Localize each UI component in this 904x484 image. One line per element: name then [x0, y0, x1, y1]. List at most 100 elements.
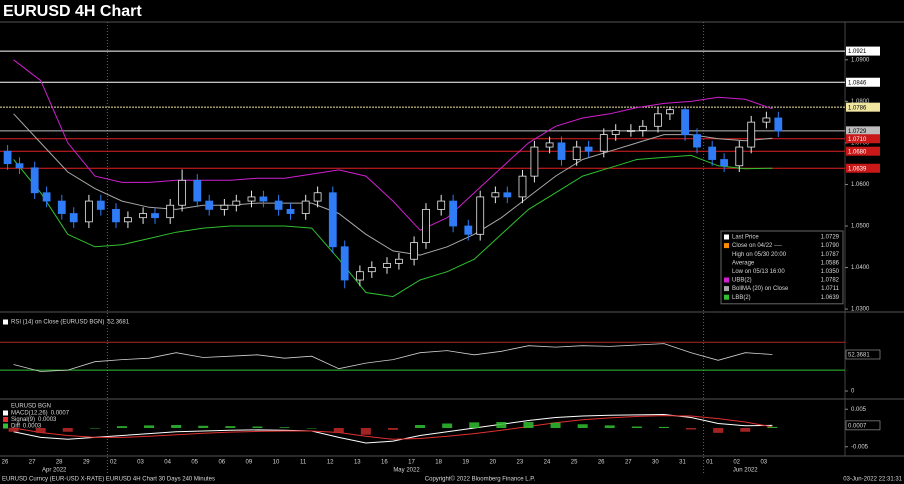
diff-bar — [469, 422, 480, 428]
x-tick-label: 10 — [273, 460, 280, 466]
candle-body — [112, 208, 120, 223]
level-label: 1.0710 — [848, 137, 867, 143]
legend-label: High on 05/30 20:00 — [732, 252, 787, 258]
x-tick-label: 24 — [544, 460, 551, 466]
level-box — [846, 46, 880, 56]
diff-bar — [577, 424, 588, 428]
x-tick-label: 31 — [679, 460, 686, 466]
legend-label: BollMA (20) on Close — [732, 286, 789, 292]
legend-swatch — [724, 277, 729, 283]
y-tick-label: 0 — [851, 389, 855, 395]
x-tick-label: 03 — [137, 460, 144, 466]
panel-label: EURUSD BGN — [11, 404, 51, 410]
diff-bar — [89, 428, 100, 429]
legend-label: UBB(2) — [732, 278, 752, 284]
legend-swatch — [724, 294, 729, 300]
candle-body — [139, 213, 147, 219]
month-label: May 2022 — [393, 468, 420, 474]
x-tick-label: 01 — [706, 460, 713, 466]
value-box — [845, 420, 881, 431]
x-tick-label: 26 — [598, 460, 605, 466]
footer-left: EURUSD Curncy (EUR-USD X-RATE) EURUSD 4H… — [2, 477, 215, 483]
legend-swatch — [724, 234, 729, 240]
x-tick-label: 18 — [435, 460, 442, 466]
legend-label: Low on 05/13 16:00 — [732, 269, 785, 275]
legend-label: Average — [732, 260, 755, 266]
diff-bar — [116, 426, 127, 428]
diff-bar — [550, 422, 561, 428]
level-label: 1.0729 — [848, 129, 867, 135]
x-tick-label: 03 — [760, 460, 767, 466]
candle-body — [151, 213, 159, 219]
x-tick-label: 26 — [2, 460, 9, 466]
candle-body — [30, 167, 39, 194]
x-tick-label: 28 — [56, 460, 63, 466]
x-tick-label: 02 — [733, 460, 740, 466]
x-tick-label: 13 — [354, 460, 361, 466]
candle-body — [611, 130, 620, 135]
level-box — [846, 163, 880, 173]
legend-label: MACD(12,26) — [11, 411, 48, 417]
legend-label: Last Price — [732, 235, 759, 241]
value-box — [845, 349, 881, 360]
candle-body — [572, 146, 581, 160]
candle-body — [313, 192, 322, 202]
candle-body — [355, 271, 364, 281]
diff-bar — [8, 428, 19, 432]
legend-swatch — [3, 423, 8, 429]
candle-body — [599, 134, 608, 152]
candle-body — [193, 179, 202, 202]
diff-bar — [415, 425, 426, 428]
candle-body — [410, 242, 418, 260]
candle-body — [464, 225, 473, 235]
candle-body — [383, 262, 391, 268]
candle-body — [693, 134, 701, 148]
y-tick-label: 1.0900 — [851, 57, 870, 63]
level-box — [846, 134, 880, 144]
candle-body — [42, 192, 51, 202]
diff-bar — [279, 427, 290, 428]
value-label: 52.3681 — [848, 353, 870, 359]
candle-body — [449, 200, 458, 227]
candle-body — [220, 204, 229, 210]
legend-value: 1.0729 — [821, 235, 840, 241]
x-tick-label: 25 — [571, 460, 578, 466]
y-tick-label: 1.0500 — [851, 224, 870, 230]
candle-body — [15, 163, 24, 169]
legend-swatch — [724, 243, 729, 249]
x-tick-label: 11 — [300, 460, 307, 466]
candle-body — [681, 109, 689, 135]
level-box — [846, 126, 880, 136]
x-tick-label: 02 — [110, 460, 117, 466]
diff-bar — [62, 428, 73, 432]
candle-body — [247, 196, 256, 202]
legend-value: 1.0350 — [821, 269, 840, 275]
candle-body — [178, 179, 187, 206]
diff-bar — [225, 426, 236, 428]
candle-body — [96, 200, 105, 210]
candle-body — [518, 175, 527, 198]
diff-bar — [442, 423, 453, 428]
diff-bar — [631, 426, 642, 428]
diff-bar — [387, 428, 398, 430]
x-tick-label: 12 — [327, 460, 334, 466]
candle-body — [491, 192, 500, 198]
candle-body — [328, 192, 337, 248]
candle-body — [476, 196, 485, 235]
legend-value: 0.0003 — [23, 424, 42, 430]
candle-body — [774, 117, 783, 132]
level-label: 1.0921 — [848, 49, 867, 55]
legend-swatch — [3, 417, 8, 422]
indicator-line — [13, 59, 773, 231]
x-tick-label: 06 — [218, 460, 225, 466]
legend-value: 0.0003 — [38, 417, 57, 423]
legend-value: 0.0007 — [51, 411, 70, 417]
level-box — [846, 77, 880, 87]
footer-right: 03-Jun-2022 22:31:31 — [843, 477, 902, 483]
level-label: 1.0786 — [848, 105, 867, 111]
diff-bar — [496, 422, 507, 428]
x-tick-label: 27 — [625, 460, 632, 466]
macd-line — [13, 415, 773, 440]
level-box — [846, 146, 880, 156]
x-tick-label: 27 — [29, 460, 36, 466]
